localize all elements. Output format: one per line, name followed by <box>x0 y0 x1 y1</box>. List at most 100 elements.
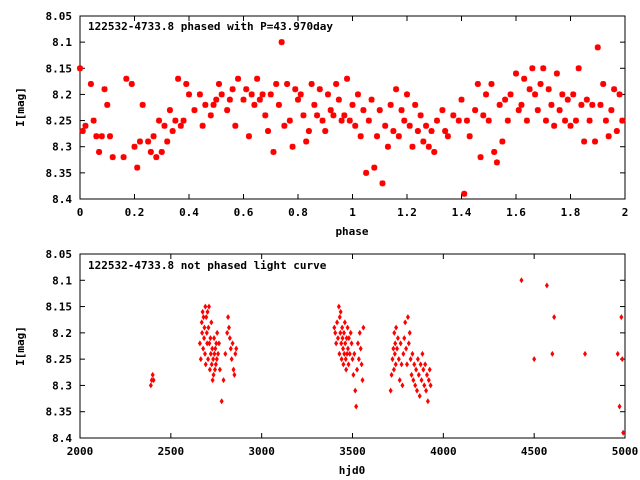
data-point <box>409 143 416 150</box>
data-point <box>218 91 225 98</box>
data-point <box>215 329 220 336</box>
data-point <box>224 107 231 114</box>
data-point <box>345 324 350 331</box>
data-point <box>202 324 207 331</box>
data-point <box>405 314 410 321</box>
data-point <box>354 403 359 410</box>
data-point <box>428 128 435 135</box>
data-point <box>551 122 558 129</box>
data-point <box>337 314 342 321</box>
data-point <box>232 122 239 129</box>
data-point <box>191 107 198 114</box>
data-point <box>426 377 431 384</box>
data-point <box>203 361 208 368</box>
data-point <box>356 356 361 363</box>
data-point <box>352 350 357 357</box>
data-point <box>77 65 83 72</box>
x-tick-label: 1.6 <box>506 206 526 219</box>
x-tick-label: 4000 <box>430 445 457 458</box>
data-point <box>229 86 236 93</box>
data-point <box>390 356 395 363</box>
data-point <box>341 361 346 368</box>
data-point <box>202 335 207 342</box>
bottom-plot-frame <box>79 253 626 439</box>
x-tick-label: 2500 <box>158 445 185 458</box>
data-point <box>363 169 370 176</box>
data-point <box>281 122 288 129</box>
data-point <box>388 387 393 394</box>
bottom-data-points <box>148 277 626 436</box>
data-point <box>286 117 293 124</box>
bottom-panel: 8.05 8.1 8.15 8.2 8.25 8.3 8.35 8.4 2000 2500 300… <box>14 248 638 477</box>
data-point <box>208 350 213 357</box>
data-point <box>351 371 356 378</box>
data-point <box>461 190 468 197</box>
data-point <box>158 148 165 155</box>
data-point <box>200 308 205 315</box>
data-point <box>572 117 579 124</box>
data-point <box>101 86 108 93</box>
data-point <box>341 329 346 336</box>
data-point <box>221 377 226 384</box>
data-point <box>330 112 337 119</box>
data-point <box>148 382 153 389</box>
data-point <box>219 398 224 405</box>
data-point <box>581 138 588 145</box>
data-point <box>404 345 409 352</box>
top-panel: 8.058.18.158.28.258.38.358.4 0 0.2 0.4 0.6 0… <box>14 10 628 238</box>
data-point <box>265 128 272 135</box>
data-point <box>371 164 378 171</box>
data-point <box>491 148 498 155</box>
data-point <box>397 377 402 384</box>
data-point <box>338 308 343 315</box>
data-point <box>151 377 156 384</box>
data-point <box>172 117 179 124</box>
data-point <box>410 350 415 357</box>
x-tick-label: 3000 <box>248 445 275 458</box>
bottom-x-axis: 2000 2500 3000 3500 4000 4500 5000 <box>67 254 638 458</box>
data-point <box>615 350 620 357</box>
data-point <box>213 96 220 103</box>
data-point <box>403 319 408 326</box>
y-tick-label: 8.05 <box>46 248 73 261</box>
data-point <box>245 133 252 140</box>
data-point <box>488 80 495 87</box>
data-point <box>455 117 462 124</box>
data-point <box>311 101 318 108</box>
data-point <box>201 345 206 352</box>
data-point <box>496 101 503 108</box>
data-point <box>393 361 398 368</box>
data-point <box>597 101 604 108</box>
data-point <box>297 91 304 98</box>
x-tick-label: 0.2 <box>125 206 145 219</box>
data-point <box>458 96 465 103</box>
data-point <box>408 356 413 363</box>
data-point <box>123 75 130 82</box>
data-point <box>166 107 173 114</box>
data-point <box>395 345 400 352</box>
data-point <box>230 340 235 347</box>
data-point <box>355 366 360 373</box>
data-point <box>333 80 340 87</box>
data-point <box>82 122 89 129</box>
data-point <box>93 133 100 140</box>
data-point <box>202 101 209 108</box>
data-point <box>420 350 425 357</box>
data-point <box>499 138 506 145</box>
data-point <box>150 371 155 378</box>
data-point <box>342 319 347 326</box>
data-point <box>134 164 141 171</box>
data-point <box>338 117 345 124</box>
data-point <box>229 356 234 363</box>
data-point <box>425 398 430 405</box>
y-tick-label: 8.3 <box>52 379 72 392</box>
y-tick-label: 8.25 <box>46 353 73 366</box>
data-point <box>332 324 337 331</box>
data-point <box>205 340 210 347</box>
data-point <box>207 366 212 373</box>
data-point <box>300 112 307 119</box>
y-tick-label: 8.2 <box>52 327 72 340</box>
y-tick-label: 8.35 <box>46 167 73 180</box>
data-point <box>98 133 105 140</box>
data-point <box>295 96 301 103</box>
